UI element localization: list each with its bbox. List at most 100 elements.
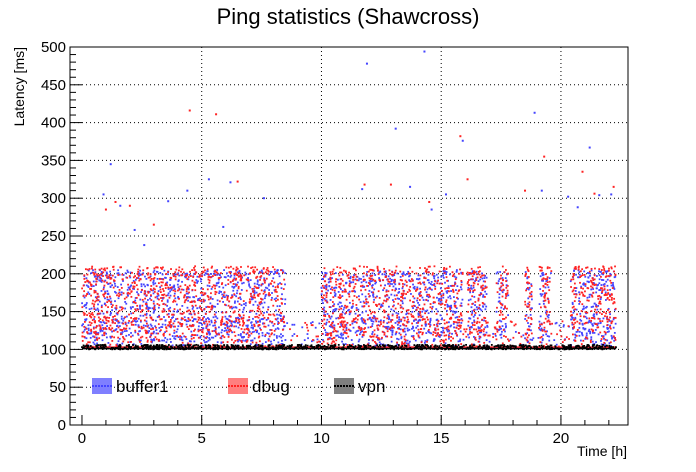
data-point [363, 278, 366, 281]
data-point [456, 296, 458, 299]
data-point [583, 270, 586, 273]
data-point [496, 328, 499, 331]
data-point [119, 328, 122, 331]
data-point [456, 292, 459, 295]
data-point [589, 274, 591, 277]
data-point [609, 341, 612, 344]
data-point [448, 321, 450, 324]
data-point [274, 318, 277, 320]
data-point [235, 325, 237, 328]
data-point [257, 287, 259, 289]
data-point [573, 282, 576, 285]
data-point [351, 305, 354, 308]
data-point [272, 313, 275, 316]
data-point [237, 287, 240, 290]
data-point [441, 339, 444, 342]
data-point [434, 332, 437, 334]
data-point [587, 330, 590, 333]
data-point [460, 272, 463, 275]
data-point [403, 327, 406, 330]
data-point [252, 345, 255, 348]
data-point [396, 316, 399, 319]
data-point [423, 327, 426, 330]
data-point [128, 320, 131, 322]
data-point [582, 293, 585, 296]
data-point [481, 318, 484, 321]
data-point [451, 284, 454, 287]
data-point [274, 328, 277, 331]
data-point [452, 320, 455, 323]
data-point [446, 279, 449, 282]
data-point [429, 288, 432, 290]
data-point [177, 325, 180, 328]
data-point [339, 297, 341, 300]
data-point [546, 278, 549, 281]
data-point [395, 311, 398, 314]
data-point [225, 294, 228, 297]
data-point [232, 286, 235, 289]
data-point [475, 277, 478, 280]
data-point [471, 270, 474, 273]
data-point [510, 345, 513, 348]
data-point [429, 317, 432, 320]
data-point [612, 282, 614, 284]
data-point [358, 298, 361, 301]
data-point [408, 288, 411, 291]
data-point [215, 282, 218, 285]
data-point [600, 338, 603, 340]
data-point [140, 325, 143, 328]
data-point [273, 333, 276, 336]
data-point [128, 327, 131, 330]
data-point [281, 298, 284, 301]
data-point [146, 267, 149, 269]
data-point [239, 272, 242, 275]
data-point [337, 303, 340, 306]
data-point [415, 306, 418, 309]
data-point [524, 275, 527, 277]
data-point [106, 293, 109, 295]
data-point [492, 332, 495, 335]
data-point [451, 271, 454, 274]
data-point [377, 328, 380, 331]
data-point [379, 284, 382, 287]
data-point [479, 335, 481, 338]
data-point [424, 321, 427, 324]
data-point [143, 290, 146, 292]
data-point [433, 284, 436, 287]
data-point [142, 345, 145, 348]
data-point [274, 271, 277, 274]
data-point [167, 288, 170, 291]
data-point [586, 266, 589, 269]
data-point [144, 329, 147, 332]
data-point [341, 316, 344, 319]
data-point [438, 333, 441, 336]
data-point [139, 320, 142, 323]
data-point [363, 320, 366, 323]
data-point [259, 327, 261, 330]
data-point [411, 279, 414, 282]
data-point [179, 312, 182, 315]
data-point [184, 284, 187, 286]
data-point [365, 302, 368, 305]
data-point [351, 299, 354, 302]
data-point [194, 289, 197, 292]
data-point [324, 275, 327, 278]
data-point [167, 271, 169, 273]
data-point [329, 299, 332, 301]
data-point [455, 276, 458, 279]
data-point [483, 287, 485, 290]
outlier-point [262, 197, 265, 200]
data-point [441, 317, 443, 320]
data-point [460, 343, 463, 345]
data-point [229, 271, 232, 274]
data-point [471, 324, 474, 326]
data-point [421, 333, 424, 336]
data-point [572, 305, 575, 308]
data-point [488, 340, 491, 343]
data-point [406, 316, 409, 318]
data-point [185, 292, 188, 295]
data-point [323, 267, 326, 270]
data-point [263, 301, 266, 304]
data-point [562, 325, 565, 328]
